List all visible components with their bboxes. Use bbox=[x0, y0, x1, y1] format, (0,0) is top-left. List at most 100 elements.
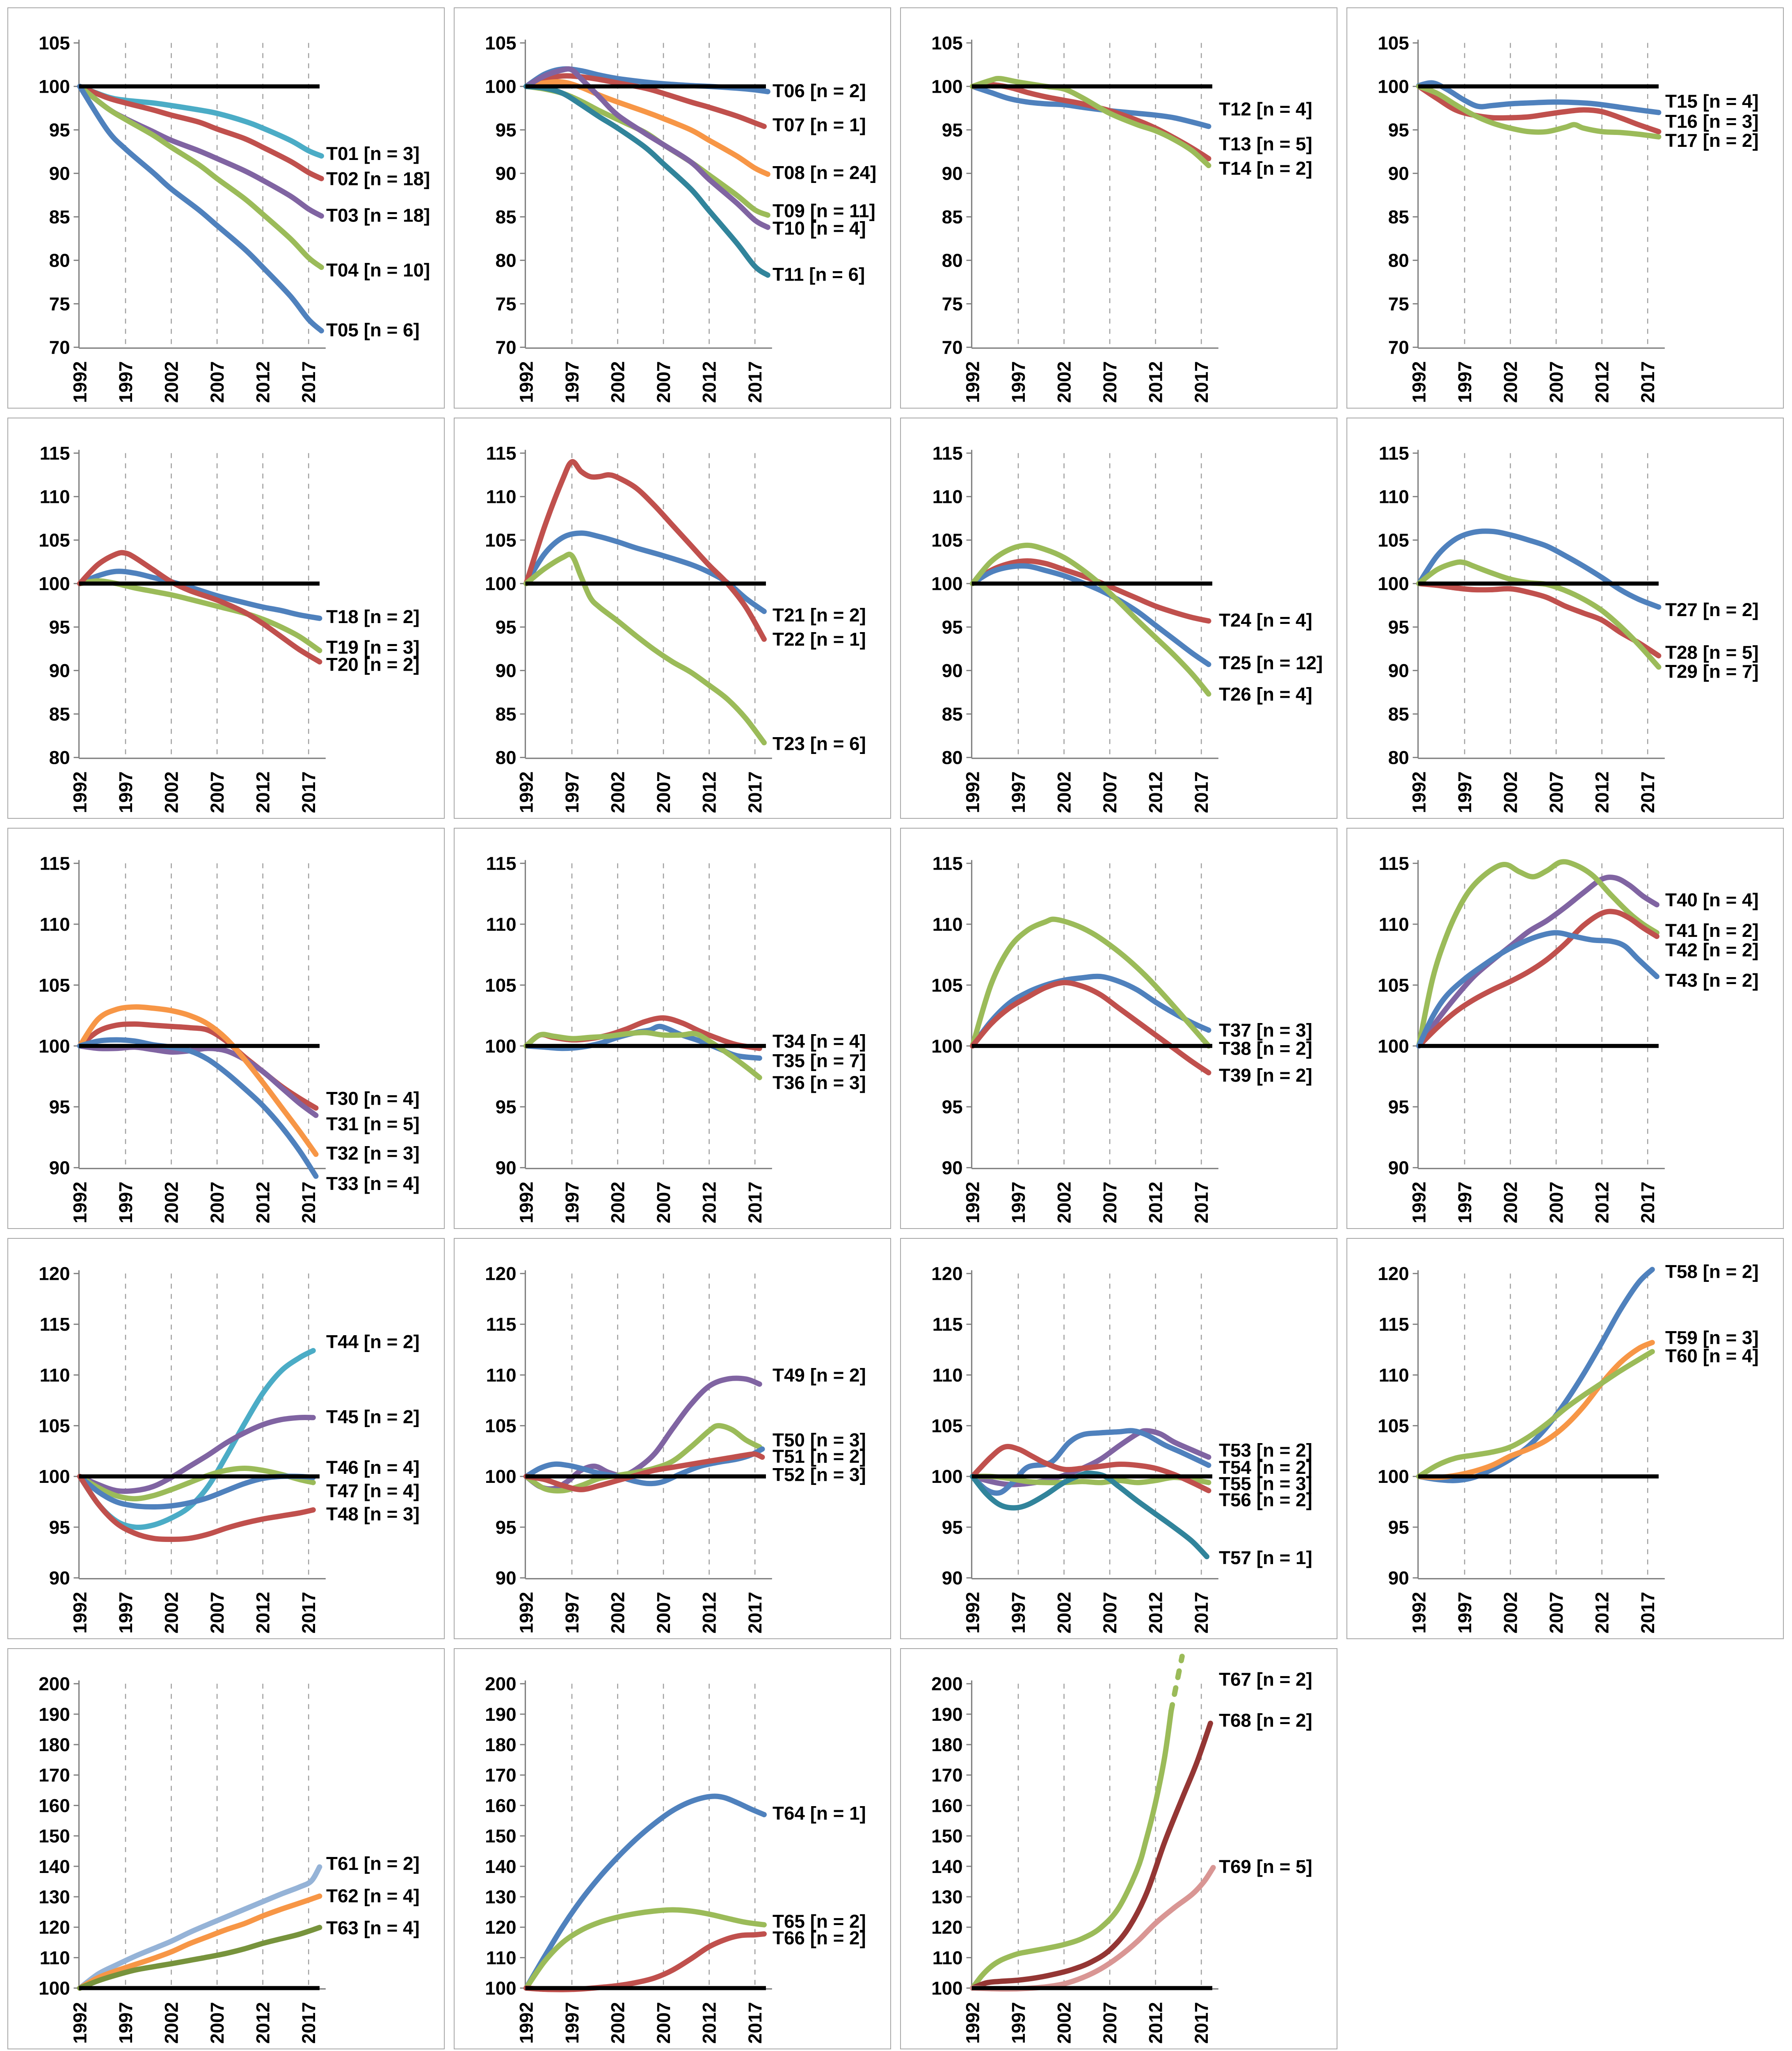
chart-svg-r1c1: 70 75 80 85 90 95 100 105 1992 1997 2002 2007 2012 20… bbox=[39, 33, 430, 403]
x-tick-label: 2007 bbox=[653, 1592, 674, 1633]
series-label-T44: T44 [n = 2] bbox=[326, 1331, 420, 1352]
series-line-T53 bbox=[969, 1428, 1211, 1487]
series-line-T42 bbox=[1416, 909, 1659, 1049]
y-tick-label: 115 bbox=[933, 853, 963, 874]
y-tick-label: 90 bbox=[942, 660, 963, 681]
series-label-T04: T04 [n = 10] bbox=[326, 260, 430, 281]
series-label-T59: T59 [n = 3] bbox=[1665, 1327, 1759, 1348]
x-tick-label: 2007 bbox=[653, 771, 674, 813]
x-tick-label: 2017 bbox=[298, 1181, 319, 1223]
series-line-r5c3-dash bbox=[1168, 1654, 1185, 1714]
x-tick-label: 2007 bbox=[1099, 1592, 1120, 1633]
chart-svg-r3c2: 90 95 100 105 110 115 1992 1997 2002 2007 2012 2017… bbox=[485, 853, 866, 1224]
x-tick-label: 2017 bbox=[745, 2002, 766, 2044]
series-label-T38: T38 [n = 2] bbox=[1219, 1038, 1312, 1059]
x-tick-label: 2007 bbox=[207, 2002, 228, 2044]
y-tick-label: 85 bbox=[496, 207, 517, 228]
series-label-T29: T29 [n = 7] bbox=[1665, 661, 1759, 682]
series-line-T11 bbox=[523, 84, 770, 278]
x-tick-label: 1997 bbox=[115, 361, 136, 403]
y-tick-label: 95 bbox=[1388, 1096, 1409, 1117]
series-line-T41 bbox=[1416, 859, 1659, 1049]
y-tick-label: 80 bbox=[49, 747, 70, 768]
x-tick-label: 1992 bbox=[1408, 1592, 1429, 1633]
x-tick-label: 2017 bbox=[298, 1592, 319, 1633]
x-tick-label: 2002 bbox=[1054, 1592, 1074, 1633]
series-line-T31 bbox=[77, 1043, 319, 1118]
y-tick-label: 100 bbox=[485, 1466, 516, 1487]
y-tick-label: 120 bbox=[485, 1263, 516, 1284]
series-line-T64 bbox=[523, 1793, 767, 1991]
y-tick-label: 70 bbox=[942, 337, 963, 358]
y-tick-label: 90 bbox=[496, 163, 517, 184]
y-tick-label: 80 bbox=[942, 250, 963, 271]
x-tick-label: 2012 bbox=[1145, 1181, 1166, 1223]
series-line-T08 bbox=[523, 79, 770, 177]
y-tick-label: 105 bbox=[1378, 1416, 1409, 1437]
x-tick-label: 2002 bbox=[161, 1592, 182, 1633]
y-tick-label: 100 bbox=[485, 1978, 516, 1999]
chart-panel-r3c3: 90 95 100 105 110 115 1992 1997 2002 2007 2012 2017… bbox=[900, 828, 1337, 1229]
series-label-T09: T09 [n = 11] bbox=[773, 201, 875, 222]
y-tick-label: 100 bbox=[485, 76, 516, 97]
series-line-T32 bbox=[77, 1004, 319, 1157]
series-label-T39: T39 [n = 2] bbox=[1219, 1065, 1312, 1086]
y-tick-label: 160 bbox=[931, 1795, 962, 1816]
y-tick-label: 140 bbox=[485, 1856, 516, 1877]
y-tick-label: 95 bbox=[1388, 120, 1409, 141]
x-tick-label: 2012 bbox=[1145, 361, 1166, 403]
chart-panel-r4c1: 90 95 100 105 110 115 120 1992 1997 2002 2007 2012 2… bbox=[7, 1238, 445, 1639]
y-tick-label: 110 bbox=[40, 914, 70, 935]
chart-svg-r5c3: 100 110 120 130 140 150 160 170 180 190 200 1992 199… bbox=[931, 1654, 1312, 2044]
y-tick-label: 110 bbox=[486, 1365, 517, 1386]
series-line-T61 bbox=[77, 1864, 322, 1991]
y-tick-label: 105 bbox=[39, 1416, 70, 1437]
y-tick-label: 105 bbox=[485, 975, 516, 996]
series-label-T69: T69 [n = 5] bbox=[1219, 1856, 1312, 1877]
y-tick-label: 110 bbox=[1379, 1365, 1409, 1386]
x-tick-label: 1997 bbox=[115, 2002, 136, 2044]
x-tick-label: 2007 bbox=[1546, 771, 1567, 813]
series-label-T20: T20 [n = 2] bbox=[326, 654, 420, 675]
y-tick-label: 90 bbox=[49, 1568, 70, 1589]
y-tick-label: 100 bbox=[1378, 76, 1409, 97]
y-tick-label: 200 bbox=[39, 1674, 70, 1695]
y-tick-label: 130 bbox=[931, 1887, 962, 1907]
series-line-T56 bbox=[969, 1443, 1211, 1494]
series-label-T33: T33 [n = 4] bbox=[326, 1173, 420, 1194]
x-tick-label: 1997 bbox=[115, 1592, 136, 1633]
series-label-T03: T03 [n = 18] bbox=[326, 205, 430, 226]
x-tick-label: 2002 bbox=[161, 361, 182, 403]
y-tick-label: 105 bbox=[39, 975, 70, 996]
series-label-T52: T52 [n = 3] bbox=[773, 1464, 866, 1485]
x-tick-label: 2012 bbox=[1145, 771, 1166, 813]
y-tick-label: 100 bbox=[485, 573, 516, 594]
y-tick-label: 110 bbox=[40, 486, 70, 507]
series-label-T22: T22 [n = 1] bbox=[773, 629, 866, 650]
x-tick-label: 2002 bbox=[1054, 361, 1074, 403]
y-tick-label: 100 bbox=[1378, 573, 1409, 594]
y-tick-label: 80 bbox=[49, 250, 70, 271]
x-tick-label: 1992 bbox=[516, 2002, 537, 2044]
series-line-T21 bbox=[523, 530, 767, 614]
series-label-T14: T14 [n = 2] bbox=[1219, 158, 1312, 179]
x-tick-label: 2017 bbox=[1637, 1181, 1658, 1223]
y-tick-label: 105 bbox=[931, 975, 962, 996]
x-tick-label: 1997 bbox=[1454, 771, 1475, 813]
series-label-T18: T18 [n = 2] bbox=[326, 606, 420, 627]
series-line-T03 bbox=[77, 84, 324, 219]
series-label-T42: T42 [n = 2] bbox=[1665, 939, 1759, 960]
y-tick-label: 95 bbox=[942, 1517, 963, 1538]
series-line-T46 bbox=[77, 1466, 316, 1502]
y-tick-label: 150 bbox=[931, 1826, 962, 1847]
y-tick-label: 115 bbox=[1379, 443, 1409, 464]
x-tick-label: 2007 bbox=[653, 361, 674, 403]
x-tick-label: 2012 bbox=[699, 361, 720, 403]
series-label-T51: T51 [n = 2] bbox=[773, 1446, 866, 1467]
series-label-T26: T26 [n = 4] bbox=[1219, 684, 1312, 705]
x-tick-label: 2012 bbox=[253, 771, 274, 813]
series-label-T01: T01 [n = 3] bbox=[326, 143, 420, 164]
chart-panel-r5c3: 100 110 120 130 140 150 160 170 180 190 200 1992 199… bbox=[900, 1648, 1337, 2049]
y-tick-label: 90 bbox=[1388, 1568, 1409, 1589]
series-line-T45 bbox=[77, 1414, 316, 1494]
